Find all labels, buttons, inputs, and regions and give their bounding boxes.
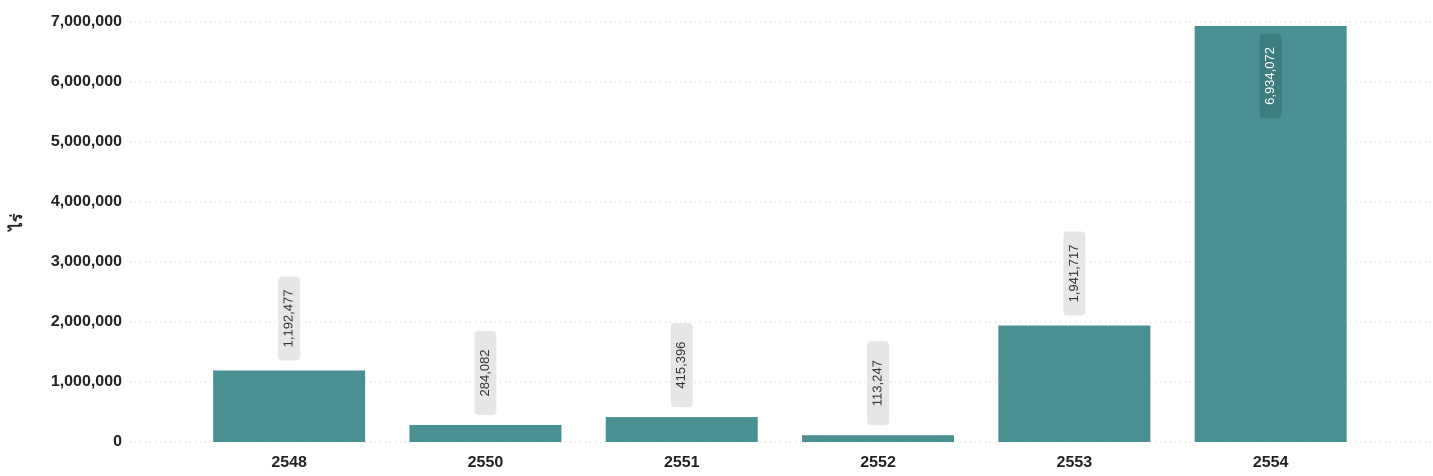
bar [802, 435, 955, 442]
value-label: 1,192,477 [281, 290, 296, 348]
value-label-bg [867, 341, 890, 426]
bar [409, 424, 562, 442]
x-tick-label: 2550 [468, 454, 504, 471]
bar [605, 417, 758, 442]
value-label-bg [1259, 33, 1282, 118]
y-tick-label: 6,000,000 [51, 73, 122, 90]
x-tick-label: 2553 [1057, 454, 1093, 471]
y-tick-label: 3,000,000 [51, 253, 122, 270]
x-tick-label: 2554 [1253, 454, 1289, 471]
x-tick-label: 2552 [860, 454, 896, 471]
y-tick-label: 0 [113, 433, 122, 450]
y-axis-label: ไร่ [7, 213, 26, 232]
value-label: 1,941,717 [1066, 245, 1081, 303]
value-label: 113,247 [869, 360, 884, 406]
bar [998, 325, 1151, 442]
y-tick-label: 7,000,000 [51, 13, 122, 30]
value-label-bg [278, 276, 301, 361]
y-tick-label: 1,000,000 [51, 373, 122, 390]
x-tick-label: 2548 [271, 454, 307, 471]
value-label-bg [670, 323, 693, 408]
y-tick-label: 5,000,000 [51, 133, 122, 150]
y-tick-label: 2,000,000 [51, 313, 122, 330]
bar [213, 370, 366, 442]
y-tick-label: 4,000,000 [51, 193, 122, 210]
value-label: 415,396 [673, 342, 688, 389]
value-label-bg [1063, 231, 1086, 316]
value-label: 6,934,072 [1262, 47, 1277, 105]
value-label-bg [474, 330, 497, 415]
x-tick-label: 2551 [664, 454, 700, 471]
value-label: 284,082 [477, 349, 492, 396]
